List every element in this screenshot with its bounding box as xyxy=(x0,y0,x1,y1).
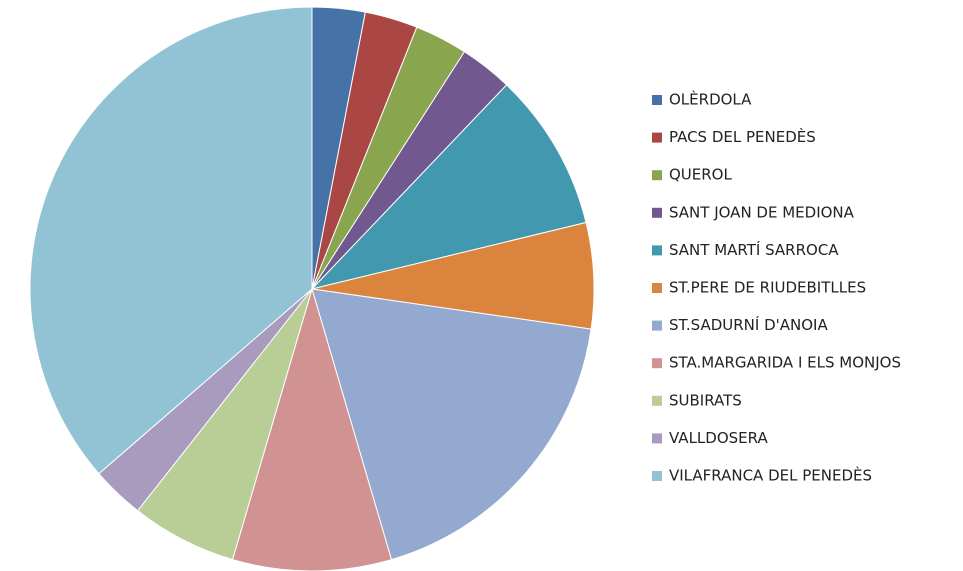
legend-swatch xyxy=(652,95,662,105)
legend-label: PACS DEL PENEDÈS xyxy=(669,127,816,146)
legend-swatch xyxy=(652,207,662,218)
legend-swatch xyxy=(652,170,662,181)
pie-slice xyxy=(29,6,313,475)
legend-label: ST.SADURNÍ D'ANOIA xyxy=(669,315,828,334)
legend-swatch xyxy=(652,471,662,481)
legend-label: VALLDOSERA xyxy=(669,429,768,447)
legend-label: QUEROL xyxy=(669,166,732,184)
legend-label: SANT MARTÍ SARROCA xyxy=(669,240,839,259)
pie-slice xyxy=(311,288,592,561)
legend-label: SUBIRATS xyxy=(669,391,742,409)
legend-swatch xyxy=(652,433,662,444)
legend-swatch xyxy=(652,132,662,143)
legend-swatch xyxy=(652,245,662,256)
legend-swatch xyxy=(652,283,662,293)
legend-label: OLÈRDOLA xyxy=(669,90,752,109)
pie-slice xyxy=(310,84,587,290)
legend-swatch xyxy=(652,320,662,331)
pie-slice xyxy=(231,287,393,571)
legend-label: STA.MARGARIDA I ELS MONJOS xyxy=(669,354,901,372)
legend-label: SANT JOAN DE MEDIONA xyxy=(669,203,855,221)
legend-swatch xyxy=(652,395,662,406)
legend-swatch xyxy=(652,358,662,369)
legend-label: VILAFRANCA DEL PENEDÈS xyxy=(669,466,872,485)
legend-label: ST.PERE DE RIUDEBITLLES xyxy=(669,279,866,297)
